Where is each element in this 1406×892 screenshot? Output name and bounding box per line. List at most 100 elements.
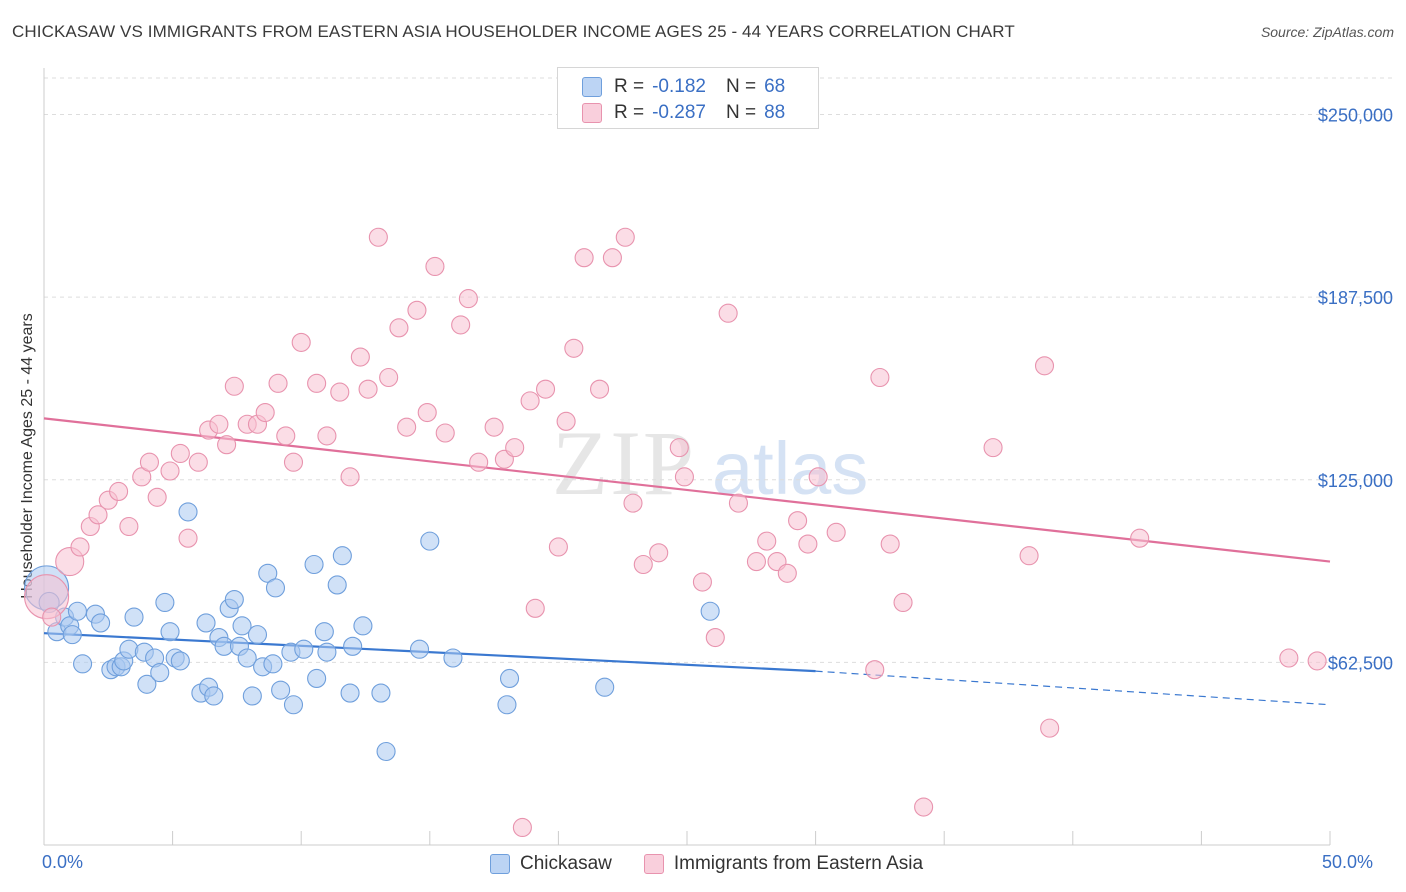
eastasia-point xyxy=(147,487,167,507)
chickasaw-point xyxy=(204,686,224,706)
eastasia-point xyxy=(880,534,900,554)
eastasia-point xyxy=(160,461,180,481)
chickasaw-point xyxy=(247,625,268,645)
chickasaw-point xyxy=(263,654,283,674)
eastasia-point xyxy=(88,505,108,525)
chickasaw-point xyxy=(595,677,615,697)
eastasia-point xyxy=(512,817,532,838)
chickasaw-point xyxy=(232,616,252,636)
y-tick-label: $62,500 xyxy=(1328,653,1393,673)
chickasaw-point xyxy=(340,683,360,703)
chickasaw-point xyxy=(443,648,463,668)
chickasaw-point xyxy=(332,546,352,566)
eastasia-point xyxy=(379,367,399,388)
chickasaw-point xyxy=(314,622,334,642)
legend-item-eastasia: Immigrants from Eastern Asia xyxy=(643,853,924,875)
eastasia-point xyxy=(777,563,797,583)
eastasia-point xyxy=(520,391,540,411)
eastasia-point xyxy=(139,452,160,472)
chickasaw-point xyxy=(237,648,257,668)
eastasia-point xyxy=(435,423,455,443)
eastasia-point xyxy=(757,531,777,551)
n-value: 68 xyxy=(764,76,786,97)
chickasaw-point xyxy=(170,651,190,671)
eastasia-point xyxy=(276,426,296,446)
legend-item-chickasaw: Chickasaw xyxy=(490,853,612,875)
y-tick-labels: $62,500 $125,000 $187,500 $250,000 xyxy=(1318,106,1393,674)
eastasia-point xyxy=(425,256,445,277)
r-value: -0.182 xyxy=(652,76,706,97)
chickasaw-point xyxy=(73,654,93,674)
eastasia-point xyxy=(317,426,337,446)
eastasia-point xyxy=(170,443,190,464)
eastasia-point xyxy=(209,414,229,434)
chickasaw-point xyxy=(700,601,720,621)
chickasaw-swatch xyxy=(582,77,602,97)
correlation-legend: R = -0.182 N = 68 R = -0.287 N = 88 xyxy=(557,67,819,129)
eastasia-point xyxy=(1040,718,1060,738)
x-max-label: 50.0% xyxy=(1322,852,1374,872)
chickasaw-point xyxy=(242,686,262,706)
eastasia-swatch xyxy=(582,103,602,123)
eastasia-point xyxy=(669,438,689,458)
eastasia-legend-label: Immigrants from Eastern Asia xyxy=(673,853,924,874)
eastasia-point xyxy=(330,382,350,402)
chickasaw-point xyxy=(283,695,304,715)
n-value: 88 xyxy=(764,102,786,123)
eastasia-point xyxy=(307,373,327,393)
chickasaw-point xyxy=(196,613,216,633)
eastasia-point xyxy=(808,467,828,487)
eastasia-point xyxy=(564,338,584,358)
chickasaw-point xyxy=(294,639,314,659)
eastasia-point xyxy=(178,528,198,548)
eastasia-point xyxy=(798,534,818,554)
eastasia-point xyxy=(1019,546,1039,566)
eastasia-point xyxy=(458,289,478,309)
chickasaw-point xyxy=(307,668,327,689)
eastasia-point xyxy=(1130,528,1150,548)
eastasia-point xyxy=(1279,648,1299,668)
eastasia-point xyxy=(602,248,622,268)
chickasaw-point xyxy=(353,616,373,636)
chickasaw-point xyxy=(160,622,180,642)
eastasia-point xyxy=(283,452,304,472)
chickasaw-point xyxy=(67,601,87,621)
chickasaw-point xyxy=(376,741,396,762)
eastasia-point xyxy=(705,627,725,648)
chickasaw-point xyxy=(371,683,391,703)
chickasaw-points xyxy=(24,502,720,762)
r-label: R = xyxy=(614,102,645,123)
chickasaw-point xyxy=(327,575,347,595)
eastasia-point xyxy=(505,438,525,458)
chickasaw-point xyxy=(119,639,139,659)
eastasia-point xyxy=(1307,651,1327,671)
eastasia-point xyxy=(42,607,62,627)
series-legend: Chickasaw Immigrants from Eastern Asia xyxy=(490,852,955,876)
chickasaw-point xyxy=(499,668,520,689)
eastasia-point xyxy=(407,300,427,320)
eastasia-trend-line xyxy=(43,417,1331,563)
y-tick-label: $187,500 xyxy=(1318,288,1393,308)
eastasia-point xyxy=(914,797,934,817)
eastasia-point xyxy=(358,379,378,399)
eastasia-point xyxy=(484,417,504,437)
eastasia-point xyxy=(649,543,669,563)
eastasia-point xyxy=(268,373,288,393)
r-label: R = xyxy=(614,76,645,97)
eastasia-point xyxy=(893,592,913,613)
eastasia-point xyxy=(548,537,568,557)
eastasia-point xyxy=(865,660,885,680)
eastasia-point xyxy=(417,403,437,423)
eastasia-point xyxy=(389,318,409,338)
grid-lines xyxy=(44,77,1392,663)
eastasia-point xyxy=(1034,356,1055,376)
eastasia-point xyxy=(633,554,653,575)
axes xyxy=(43,68,1331,846)
eastasia-point xyxy=(397,417,417,437)
eastasia-point xyxy=(615,227,635,247)
eastasia-point xyxy=(109,481,129,501)
chickasaw-point xyxy=(420,531,440,551)
eastasia-point xyxy=(870,367,890,388)
chickasaw-point xyxy=(409,639,430,659)
